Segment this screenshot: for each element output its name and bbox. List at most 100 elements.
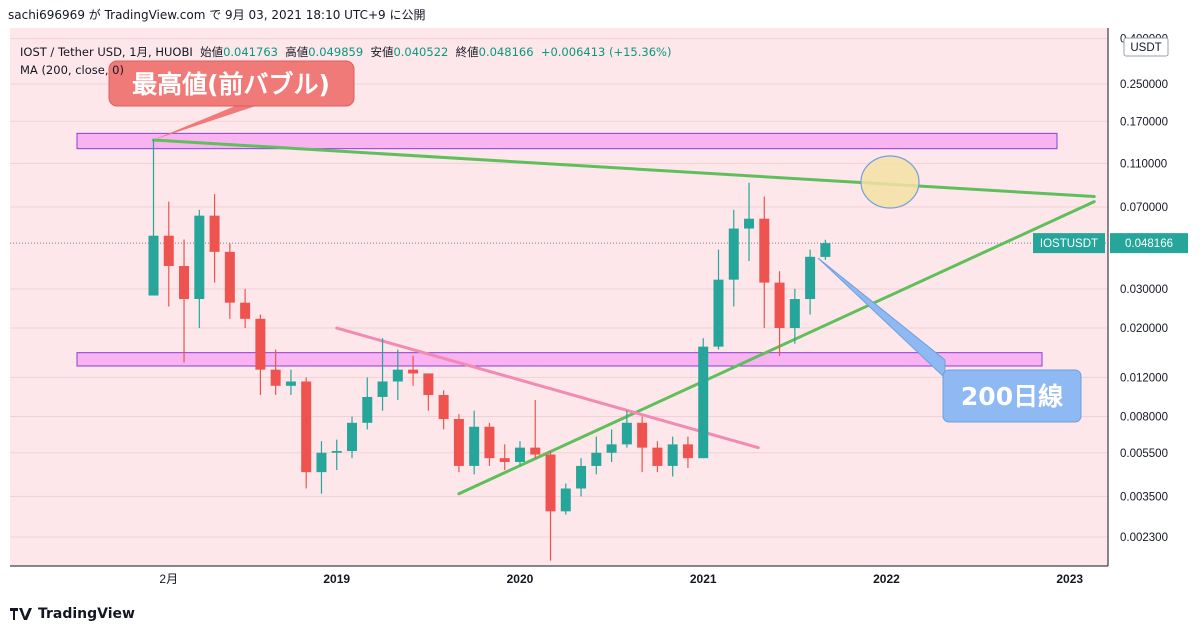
candle xyxy=(163,201,174,307)
close-label: 終値 xyxy=(455,45,479,59)
change-value: +0.006413 (+15.36%) xyxy=(540,45,672,59)
candle xyxy=(224,243,235,319)
candle xyxy=(301,377,312,489)
low-label: 安値 xyxy=(370,45,394,59)
candle xyxy=(576,458,587,497)
plot-area xyxy=(10,28,1108,566)
candle-body xyxy=(316,452,327,473)
last-price-badge xyxy=(1110,233,1188,254)
candle-body xyxy=(194,215,205,300)
time-tick-label: 2023 xyxy=(1056,572,1083,586)
last-price-badge-label: 0.048166 xyxy=(1125,238,1173,250)
candle xyxy=(591,436,602,475)
candle xyxy=(545,451,556,561)
time-tick-label: 2022 xyxy=(873,572,900,586)
price-tick-label: 0.030000 xyxy=(1120,284,1168,296)
callout-ma-label: 200日線 xyxy=(961,382,1063,411)
symbol-badge xyxy=(1033,233,1105,254)
tradingview-logo-icon xyxy=(10,608,32,620)
candle-body xyxy=(484,426,495,459)
candle xyxy=(240,288,251,329)
callout-top-label: 最高値(前バブル) xyxy=(132,70,330,99)
candle-body xyxy=(713,279,724,347)
trendline-pink xyxy=(335,326,760,450)
candle xyxy=(392,349,403,400)
candle-body xyxy=(774,282,785,329)
candle xyxy=(194,209,205,329)
price-tick-label: 0.008000 xyxy=(1120,412,1168,424)
candle-body xyxy=(606,444,617,453)
candle xyxy=(652,441,663,473)
candle xyxy=(438,390,449,430)
candle xyxy=(408,355,419,386)
candle-body xyxy=(744,218,755,229)
candle xyxy=(728,209,739,307)
callout-ma-box xyxy=(942,369,1082,423)
candle xyxy=(698,338,709,459)
candle xyxy=(285,369,296,396)
candle-body xyxy=(637,422,648,448)
candle xyxy=(713,249,724,350)
candle-body xyxy=(285,381,296,386)
candle xyxy=(469,410,480,475)
candle xyxy=(499,444,510,471)
candle xyxy=(805,249,816,315)
callout-ma-pointer xyxy=(817,257,946,380)
price-axis[interactable]: 0.4000000.2500000.1700000.1100000.070000… xyxy=(1033,28,1188,566)
time-axis[interactable]: 2月 2019 2020 2021 2022 2023 xyxy=(10,565,1108,586)
candle xyxy=(789,288,800,344)
unit-label: USDT xyxy=(1130,42,1161,54)
footer-brand-label: TradingView xyxy=(38,606,135,622)
candle xyxy=(667,436,678,477)
candle xyxy=(209,194,220,283)
price-tick-label: 0.002300 xyxy=(1120,532,1168,544)
candle-body xyxy=(652,447,663,466)
price-zones xyxy=(76,132,1058,367)
annotations: 最高値(前バブル) 200日線 xyxy=(108,60,1082,423)
candle-body xyxy=(469,426,480,466)
candle-body xyxy=(163,235,174,267)
time-tick-label: 2020 xyxy=(507,572,534,586)
highlight-ellipse xyxy=(860,155,920,209)
candle-body xyxy=(362,396,373,423)
candle-body xyxy=(209,215,220,252)
candle-body xyxy=(270,369,281,386)
candle-body xyxy=(392,369,403,382)
candle xyxy=(179,239,190,363)
candle xyxy=(606,429,617,462)
candle-body xyxy=(331,451,342,453)
candle-body xyxy=(560,488,571,512)
symbol-badge-label: IOSTUSDT xyxy=(1040,238,1098,250)
open-value: 0.041763 xyxy=(223,45,278,59)
candle xyxy=(759,196,770,329)
unit-box[interactable] xyxy=(1123,37,1169,57)
candle xyxy=(530,399,541,459)
candle-body xyxy=(545,454,556,512)
callout-pointer xyxy=(153,104,262,140)
price-zone xyxy=(76,352,1043,367)
trendline-green xyxy=(457,200,1096,496)
candle xyxy=(255,314,266,396)
close-value: 0.048166 xyxy=(478,45,534,59)
price-tick-label: 0.005500 xyxy=(1120,448,1168,460)
candle-body xyxy=(148,235,159,296)
candle xyxy=(560,483,571,515)
candle-body xyxy=(179,266,190,300)
trendline-green xyxy=(152,138,1096,199)
candle xyxy=(453,414,464,473)
symbol-label: IOST / Tether USD, 1月, HUOBI xyxy=(20,45,193,59)
candle xyxy=(820,239,831,260)
candle xyxy=(682,436,693,468)
high-value: 0.049859 xyxy=(308,45,364,59)
candles xyxy=(148,140,831,561)
candle-body xyxy=(820,243,831,257)
candle xyxy=(362,377,373,430)
candle-body xyxy=(408,369,419,374)
footer-brand[interactable]: TradingView xyxy=(10,606,135,622)
ma-legend[interactable]: MA (200, close, 0) xyxy=(20,63,124,77)
open-label: 始値 xyxy=(200,45,224,59)
candle xyxy=(316,441,327,494)
candle-body xyxy=(621,422,632,445)
candle-body xyxy=(240,302,251,319)
